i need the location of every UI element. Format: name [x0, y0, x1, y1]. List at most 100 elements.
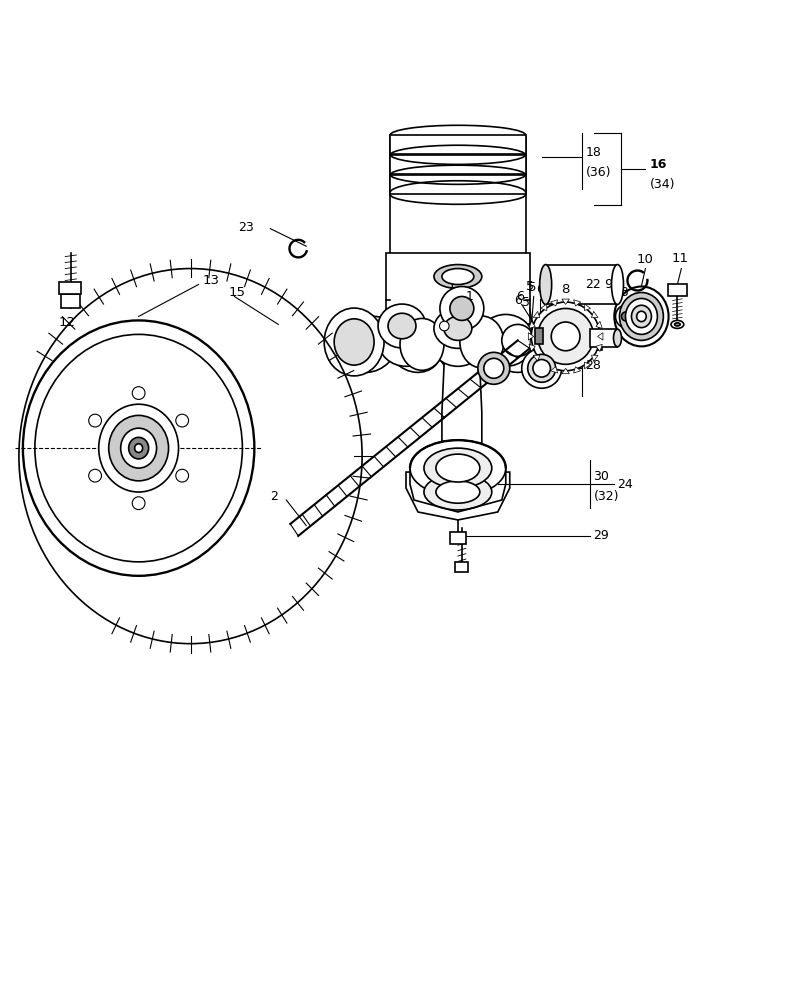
- Ellipse shape: [135, 444, 143, 453]
- Text: 11: 11: [671, 252, 688, 265]
- Circle shape: [537, 308, 593, 364]
- Ellipse shape: [611, 265, 623, 304]
- Bar: [61, 294, 80, 308]
- Circle shape: [175, 469, 188, 482]
- Text: 23: 23: [613, 286, 629, 299]
- Polygon shape: [590, 311, 597, 318]
- Ellipse shape: [619, 292, 663, 340]
- Text: 28: 28: [585, 359, 601, 372]
- Ellipse shape: [423, 448, 491, 488]
- Ellipse shape: [109, 415, 169, 481]
- Ellipse shape: [532, 360, 550, 377]
- Ellipse shape: [433, 308, 481, 348]
- Text: 30: 30: [593, 470, 609, 483]
- Circle shape: [629, 298, 636, 304]
- Polygon shape: [573, 300, 580, 306]
- Text: 13: 13: [202, 274, 219, 287]
- Ellipse shape: [477, 352, 509, 384]
- Ellipse shape: [620, 312, 629, 321]
- Polygon shape: [540, 362, 546, 369]
- Ellipse shape: [99, 404, 178, 492]
- Text: 1: 1: [466, 290, 473, 303]
- Ellipse shape: [437, 316, 493, 372]
- Bar: [455, 562, 468, 572]
- Bar: [389, 135, 525, 154]
- Ellipse shape: [527, 354, 555, 382]
- Ellipse shape: [501, 324, 533, 356]
- Bar: [389, 155, 525, 174]
- Ellipse shape: [330, 314, 385, 366]
- Text: 22: 22: [585, 278, 601, 291]
- Ellipse shape: [477, 314, 533, 366]
- Ellipse shape: [385, 316, 441, 372]
- Ellipse shape: [436, 454, 479, 482]
- Ellipse shape: [459, 316, 503, 368]
- Circle shape: [530, 302, 599, 371]
- Ellipse shape: [121, 428, 157, 468]
- Ellipse shape: [615, 305, 635, 328]
- Ellipse shape: [624, 298, 657, 334]
- Circle shape: [132, 497, 145, 510]
- Text: 2: 2: [270, 490, 278, 503]
- Ellipse shape: [378, 304, 426, 348]
- Polygon shape: [584, 304, 590, 311]
- Polygon shape: [341, 328, 593, 352]
- Polygon shape: [528, 344, 534, 351]
- Ellipse shape: [440, 287, 483, 330]
- Ellipse shape: [35, 334, 242, 562]
- Circle shape: [132, 387, 145, 399]
- Ellipse shape: [23, 320, 254, 576]
- Ellipse shape: [324, 308, 384, 376]
- Text: 6: 6: [516, 290, 523, 303]
- Ellipse shape: [631, 305, 650, 328]
- Text: 10: 10: [636, 253, 653, 266]
- Text: 8: 8: [560, 283, 569, 296]
- Ellipse shape: [670, 320, 683, 328]
- Circle shape: [551, 322, 579, 351]
- Polygon shape: [441, 324, 481, 452]
- Bar: [337, 330, 601, 350]
- Text: 1: 1: [447, 278, 455, 291]
- Text: 6: 6: [535, 283, 543, 296]
- Text: 16: 16: [649, 158, 666, 171]
- Ellipse shape: [614, 287, 667, 346]
- Ellipse shape: [429, 314, 485, 366]
- Text: 6: 6: [513, 294, 521, 307]
- Circle shape: [88, 414, 101, 427]
- Ellipse shape: [388, 313, 415, 339]
- Bar: [545, 265, 616, 304]
- Text: 5: 5: [521, 296, 529, 309]
- Polygon shape: [573, 367, 580, 373]
- Polygon shape: [597, 333, 603, 340]
- Polygon shape: [533, 311, 539, 318]
- Bar: [389, 175, 525, 194]
- Circle shape: [654, 313, 660, 320]
- Bar: [534, 328, 543, 344]
- Text: 5: 5: [527, 281, 536, 294]
- Ellipse shape: [674, 323, 680, 326]
- Polygon shape: [528, 333, 533, 340]
- Ellipse shape: [449, 296, 474, 320]
- Text: 24: 24: [616, 478, 633, 491]
- Ellipse shape: [433, 265, 481, 289]
- Polygon shape: [595, 321, 602, 328]
- Bar: [58, 282, 81, 294]
- Ellipse shape: [483, 358, 503, 378]
- Ellipse shape: [441, 269, 474, 285]
- Circle shape: [88, 469, 101, 482]
- Ellipse shape: [410, 440, 505, 496]
- Circle shape: [175, 414, 188, 427]
- Polygon shape: [533, 355, 539, 361]
- Polygon shape: [590, 355, 597, 361]
- Ellipse shape: [341, 316, 397, 372]
- Ellipse shape: [128, 437, 148, 459]
- Text: (36): (36): [585, 166, 611, 179]
- Text: 9: 9: [603, 278, 612, 291]
- Bar: [449, 532, 466, 544]
- Polygon shape: [540, 304, 546, 311]
- Polygon shape: [550, 367, 557, 373]
- Circle shape: [439, 321, 448, 331]
- Text: 18: 18: [585, 146, 601, 159]
- Polygon shape: [550, 300, 557, 306]
- Polygon shape: [595, 344, 602, 351]
